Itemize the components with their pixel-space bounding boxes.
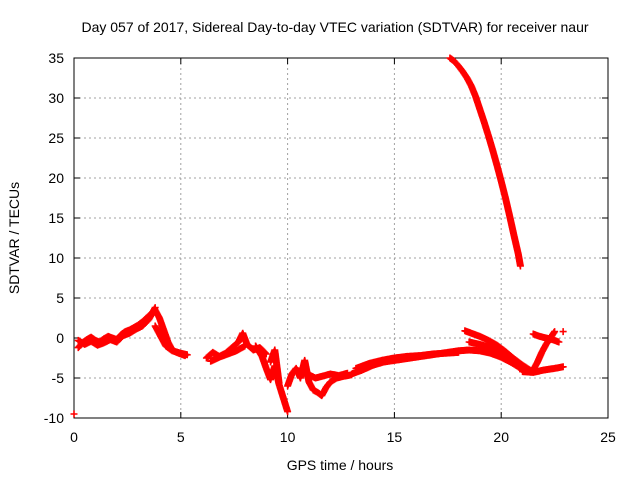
chart-title: Day 057 of 2017, Sidereal Day-to-day VTE… [81, 19, 588, 35]
x-tick-labels: 0 5 10 15 20 25 [70, 429, 616, 445]
x-tick-label: 10 [280, 429, 296, 445]
data-point [241, 342, 249, 350]
data-point [151, 304, 159, 312]
y-tick-label: 35 [48, 50, 64, 66]
data-point [183, 351, 191, 359]
x-axis-label: GPS time / hours [287, 457, 394, 473]
y-tick-label: 0 [56, 330, 64, 346]
data-point [551, 328, 559, 336]
x-tick-label: 5 [177, 429, 185, 445]
x-tick-label: 25 [600, 429, 616, 445]
y-tick-label: 20 [48, 170, 64, 186]
data-point [70, 410, 78, 418]
y-tick-label: 5 [56, 290, 64, 306]
data-point [555, 338, 563, 346]
x-tick-label: 20 [493, 429, 509, 445]
y-tick-label: 25 [48, 130, 64, 146]
x-tick-label: 15 [387, 429, 403, 445]
x-tick-label: 0 [70, 429, 78, 445]
y-tick-label: -10 [44, 410, 64, 426]
y-tick-label: 10 [48, 250, 64, 266]
data-point [559, 328, 567, 336]
y-tick-label: 15 [48, 210, 64, 226]
data-point [516, 262, 524, 270]
data-series-naur [70, 54, 567, 418]
y-tick-labels: -10 -5 0 5 10 15 20 25 30 35 [44, 50, 64, 426]
data-point [454, 348, 462, 356]
data-point [275, 379, 283, 387]
data-point [284, 408, 292, 416]
data-point [559, 363, 567, 371]
chart-grid [74, 58, 608, 418]
y-tick-label: 30 [48, 90, 64, 106]
y-axis-label: SDTVAR / TECUs [6, 182, 22, 294]
axis-ticks [73, 57, 609, 419]
y-tick-label: -5 [52, 370, 65, 386]
plot-frame [73, 57, 609, 419]
